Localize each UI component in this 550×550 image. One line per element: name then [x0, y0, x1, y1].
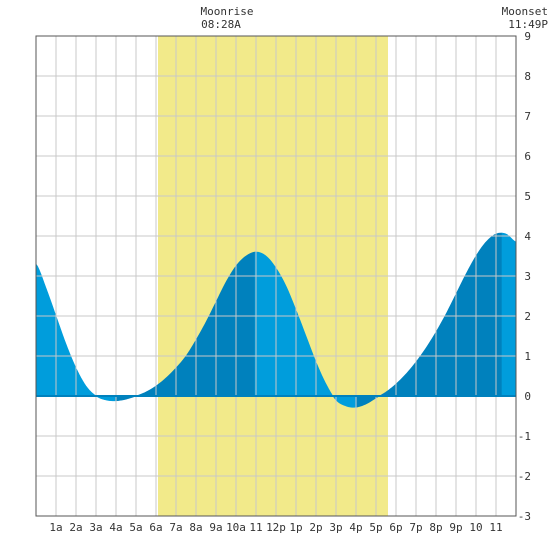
x-tick-label: 8a	[189, 521, 202, 534]
y-tick-label: 9	[524, 30, 531, 43]
x-tick-label: 10	[469, 521, 482, 534]
grid-layer	[36, 36, 516, 516]
x-tick-label: 8p	[429, 521, 442, 534]
y-tick-label: 5	[524, 190, 531, 203]
y-tick-label: 3	[524, 270, 531, 283]
x-tick-label: 5p	[369, 521, 382, 534]
x-tick-label: 7a	[169, 521, 182, 534]
moonset-time: 11:49P	[508, 18, 548, 31]
y-tick-label: 7	[524, 110, 531, 123]
x-tick-label: 3p	[329, 521, 342, 534]
x-tick-label: 12p	[266, 521, 286, 534]
x-tick-label: 6a	[149, 521, 162, 534]
moonrise-label: Moonrise	[201, 5, 254, 18]
x-tick-label: 1p	[289, 521, 302, 534]
x-tick-label: 3a	[89, 521, 102, 534]
x-tick-label: 1a	[49, 521, 62, 534]
x-tick-label: 4a	[109, 521, 122, 534]
tide-area-segment	[501, 232, 517, 397]
y-tick-label: 6	[524, 150, 531, 163]
x-tick-label: 5a	[129, 521, 142, 534]
x-tick-label: 10a	[226, 521, 246, 534]
moonset-label: Moonset	[502, 5, 548, 18]
plot-frame	[35, 35, 517, 517]
x-tick-label: 11	[249, 521, 262, 534]
x-tick-label: 11	[489, 521, 502, 534]
x-tick-label: 7p	[409, 521, 422, 534]
tide-area-segment	[254, 251, 358, 408]
y-tick-label: -1	[518, 430, 531, 443]
moonrise-time: 08:28A	[201, 18, 241, 31]
y-tick-label: 4	[524, 230, 531, 243]
x-tick-label: 2a	[69, 521, 82, 534]
y-tick-label: 0	[524, 390, 531, 403]
y-tick-label: 8	[524, 70, 531, 83]
x-tick-label: 4p	[349, 521, 362, 534]
y-tick-label: -3	[518, 510, 531, 523]
y-tick-label: -2	[518, 470, 531, 483]
x-tick-label: 6p	[389, 521, 402, 534]
x-tick-label: 9p	[449, 521, 462, 534]
y-tick-label: 1	[524, 350, 531, 363]
tick-label-layer: 1a 2a 3a 4a 5a 6a 7a 8a 9a 10a 11 12p 1p 2p 3p 4p 5p 6p 7p…	[49, 30, 531, 534]
x-tick-label: 2p	[309, 521, 322, 534]
y-tick-label: 2	[524, 310, 531, 323]
x-tick-label: 9a	[209, 521, 222, 534]
